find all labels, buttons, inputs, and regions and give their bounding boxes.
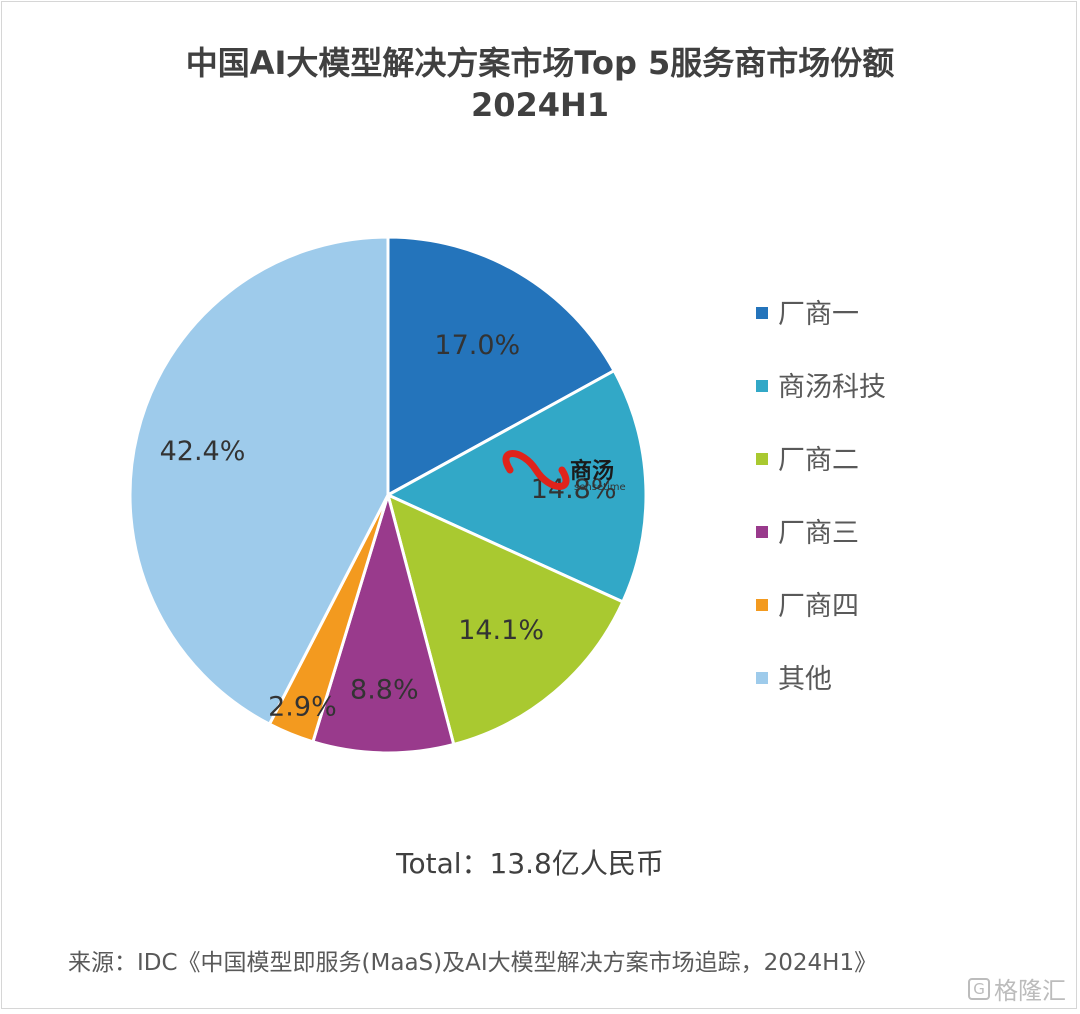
watermark-text: 格隆汇 bbox=[994, 977, 1066, 1005]
chart-title-line2: 2024H1 bbox=[470, 86, 610, 124]
legend-label: 厂商二 bbox=[778, 445, 859, 476]
legend-swatch bbox=[756, 599, 768, 611]
source-text: 来源：IDC《中国模型即服务(MaaS)及AI大模型解决方案市场追踪，2024H… bbox=[68, 950, 878, 976]
legend-label: 厂商一 bbox=[778, 299, 859, 330]
watermark: G 格隆汇 bbox=[968, 971, 1066, 1006]
legend-swatch bbox=[756, 453, 768, 465]
chart-title-line1: 中国AI大模型解决方案市场Top 5服务商市场份额 bbox=[185, 44, 895, 82]
legend-swatch bbox=[756, 380, 768, 392]
slice-label: 14.1% bbox=[458, 615, 544, 646]
slice-label: 8.8% bbox=[350, 674, 419, 705]
legend-swatch bbox=[756, 672, 768, 684]
sensetime-logo: 商汤 sensetime bbox=[502, 450, 626, 493]
legend-swatch bbox=[756, 307, 768, 319]
sensetime-logo-mark bbox=[502, 450, 570, 490]
slice-label: 2.9% bbox=[268, 691, 337, 722]
legend-swatch bbox=[756, 526, 768, 538]
pie-slice bbox=[311, 489, 456, 755]
logo-text-en: sensetime bbox=[574, 482, 626, 493]
legend-label: 厂商四 bbox=[778, 591, 859, 622]
logo-text-cn: 商汤 bbox=[570, 458, 614, 484]
pie-slices bbox=[128, 235, 648, 755]
legend-label: 厂商三 bbox=[778, 518, 859, 549]
watermark-icon: G bbox=[968, 977, 990, 1000]
pie-slice bbox=[384, 368, 648, 604]
legend-label: 其他 bbox=[778, 664, 832, 695]
slice-label: 17.0% bbox=[434, 330, 520, 361]
pie-slice bbox=[385, 492, 625, 747]
slice-label: 42.4% bbox=[160, 436, 246, 467]
pie-labels: 17.0%14.8%14.1%8.8%2.9%42.4% bbox=[160, 330, 617, 722]
chart-title: 中国AI大模型解决方案市场Top 5服务商市场份额 2024H1 bbox=[0, 42, 1080, 126]
pie-slice bbox=[386, 235, 617, 498]
legend-label: 商汤科技 bbox=[778, 372, 886, 403]
total-text: Total：13.8亿人民币 bbox=[396, 847, 664, 880]
pie-slice bbox=[128, 235, 390, 727]
